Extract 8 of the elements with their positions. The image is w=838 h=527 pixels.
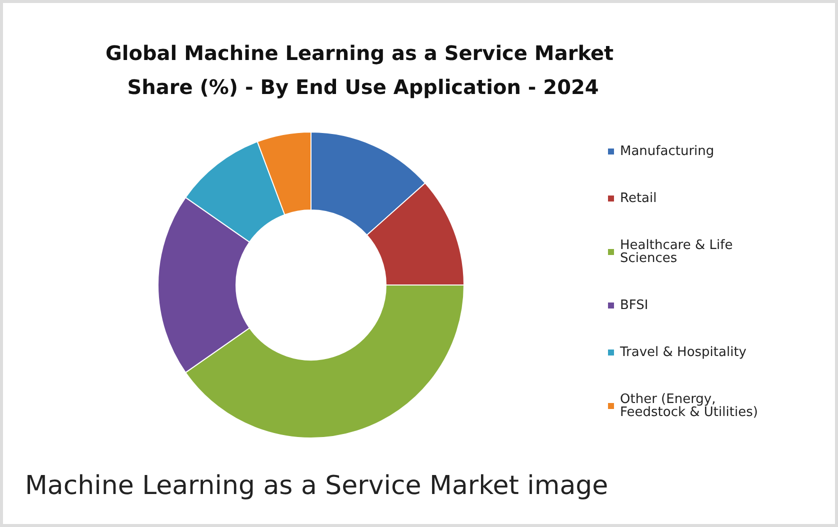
legend-label: BFSI xyxy=(620,298,648,313)
legend-label: Healthcare & Life Sciences xyxy=(620,238,737,266)
legend-label: Other (Energy, Feedstock & Utilities) xyxy=(620,392,758,420)
legend-label: Manufacturing xyxy=(620,144,714,159)
text: Machine Learning as a Service Market image xyxy=(25,471,608,501)
legend-label: Retail xyxy=(620,191,657,206)
chart-title: Global Machine Learning as a Service Market Share (%) - By End Use Application - 2024 xyxy=(105,41,621,99)
legend-label: Travel & Hospitality xyxy=(619,345,747,360)
